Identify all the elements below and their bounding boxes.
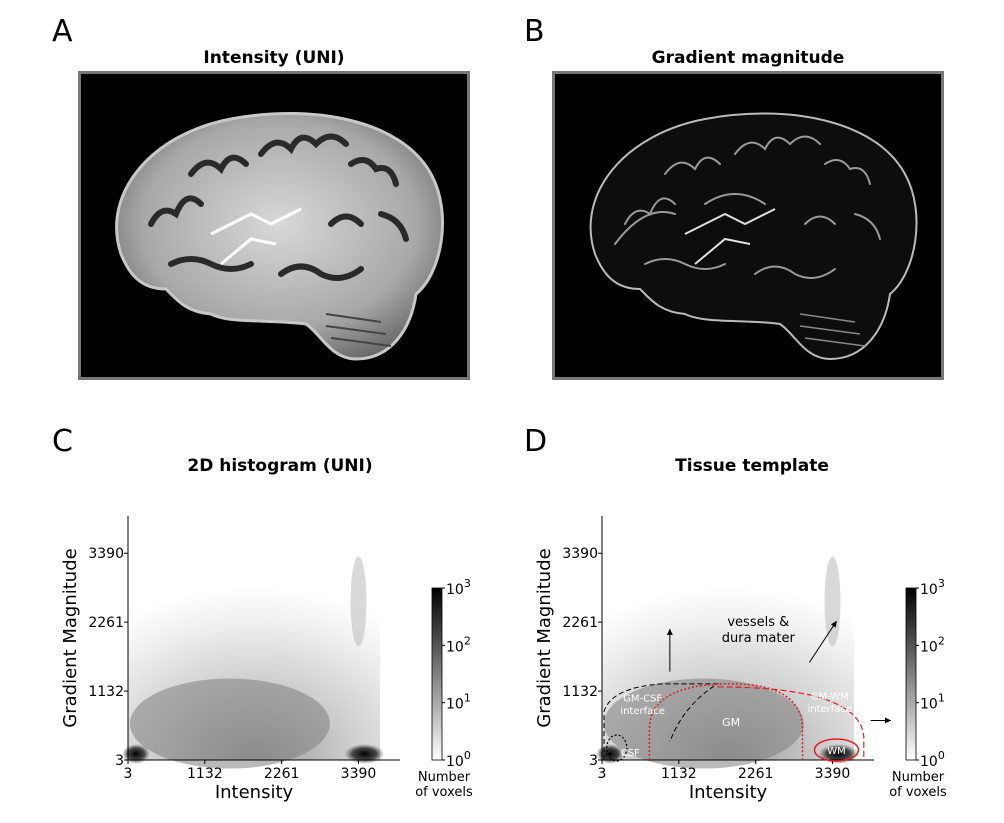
x-tick-label-2: 2261: [264, 766, 300, 782]
y-tick-label-1: 1132: [562, 684, 598, 700]
y-tick-label-1: 1132: [88, 684, 124, 700]
vessel-streak: [824, 556, 841, 647]
annotation-3: GM-CSF interface: [620, 694, 665, 718]
colorbar-tick-label-2: 102: [920, 634, 945, 655]
y-tick-label-2: 2261: [562, 615, 598, 631]
panel-b-title: Gradient magnitude: [651, 48, 845, 68]
x-tick-label-2: 2261: [738, 766, 774, 782]
panel-a-title: Intensity (UNI): [203, 48, 345, 68]
panel-c-title: 2D histogram (UNI): [187, 456, 373, 476]
panel-d-title: Tissue template: [675, 456, 829, 476]
y-axis-label: Gradient Magnitude: [60, 548, 81, 727]
region-wm: [813, 738, 860, 762]
density-blob: [129, 678, 330, 769]
colorbar-tick-label-0: 100: [446, 749, 471, 770]
colorbar-label-line-0: Number: [892, 770, 945, 785]
hotspot-1: [344, 744, 385, 764]
region-gm-csf: [603, 683, 720, 760]
panel-letter-d: D: [524, 424, 548, 459]
colorbar-tick-label-3: 103: [446, 577, 471, 598]
colorbar-label-line-1: of voxels: [415, 785, 473, 800]
brain-intensity-illustration: [115, 112, 444, 361]
colorbar: [431, 587, 443, 761]
region-gm-wm: [717, 686, 865, 760]
colorbar-tick-label-1: 101: [446, 692, 471, 713]
x-tick-label-1: 1132: [661, 766, 697, 782]
colorbar-tick-label-1: 101: [920, 692, 945, 713]
brain-gradient-illustration: [589, 112, 918, 361]
annotation-2: WM: [827, 746, 846, 757]
y-tick-label-2: 2261: [88, 615, 124, 631]
histogram-chart-uni: 3 1132 2261 3390 3 1132 2261 3390 Intensity Gradi…: [60, 516, 473, 803]
colorbar-label-line-1: of voxels: [889, 785, 947, 800]
panel-letter-a: A: [52, 14, 73, 49]
tissue-template-chart: 3 1132 2261 3390 3 1132 2261 3390 Intensity Gradi…: [534, 516, 947, 803]
x-tick-label-0: 3: [124, 766, 133, 782]
annotation-5: vessels & dura mater: [722, 615, 796, 646]
density-blob: [603, 678, 804, 769]
x-tick-label-0: 3: [598, 766, 607, 782]
y-tick-label-3: 3390: [88, 546, 124, 562]
y-tick-label-3: 3390: [562, 546, 598, 562]
colorbar-tick-label-2: 102: [446, 634, 471, 655]
y-tick-label-0: 3: [589, 753, 598, 769]
hotspot-0: [596, 744, 624, 764]
annotation-4: GM-WM interface: [807, 692, 852, 716]
x-tick-label-1: 1132: [187, 766, 223, 782]
colorbar-label-line-0: Number: [418, 770, 471, 785]
panel-letter-c: C: [52, 424, 73, 459]
hotspot-0: [122, 744, 150, 764]
mri-intensity-image: [78, 71, 470, 380]
x-tick-label-3: 3390: [815, 766, 851, 782]
colorbar: [905, 587, 917, 761]
x-axis-label: Intensity: [215, 782, 294, 803]
x-tick-label-3: 3390: [341, 766, 377, 782]
vessel-streak: [350, 556, 367, 647]
gradient-magnitude-image: [552, 71, 944, 380]
arrow-diagonal: [808, 620, 837, 663]
region-csf: [606, 734, 628, 762]
y-tick-label-0: 3: [115, 753, 124, 769]
panel-letter-b: B: [524, 14, 545, 49]
y-axis-label: Gradient Magnitude: [534, 548, 555, 727]
annotation-0: CSF: [621, 748, 640, 759]
x-axis-label: Intensity: [689, 782, 768, 803]
colorbar-tick-label-0: 100: [920, 749, 945, 770]
colorbar-tick-label-3: 103: [920, 577, 945, 598]
annotation-1: GM: [722, 716, 740, 729]
